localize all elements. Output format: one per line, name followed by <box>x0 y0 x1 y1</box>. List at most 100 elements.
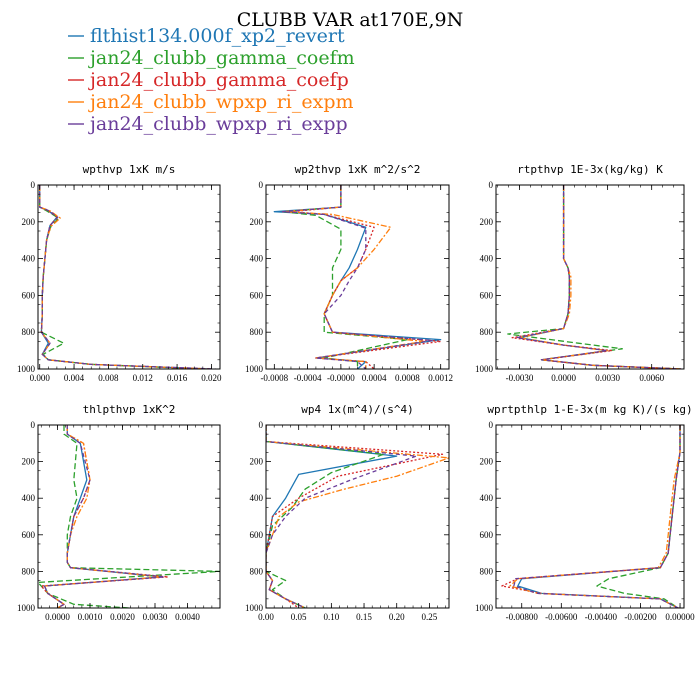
series-line <box>39 185 212 369</box>
plot-frame <box>495 424 685 609</box>
legend-entry: jan24_clubb_gamma_coefp <box>88 69 349 91</box>
y-tick-label: 0 <box>31 180 36 190</box>
y-tick-label: 600 <box>250 290 264 300</box>
x-tick-label: -0.00600 <box>545 612 578 622</box>
y-tick-label: 600 <box>22 530 36 540</box>
y-tick-label: 400 <box>22 254 36 264</box>
x-tick-label: 0.20 <box>389 612 405 622</box>
x-tick-label: 0.016 <box>167 373 188 383</box>
x-tick-label: 0.00 <box>258 612 274 622</box>
plot-frame <box>37 184 221 370</box>
panel-title: thlpthvp 1xK^2 <box>83 403 176 416</box>
series-line <box>266 425 385 608</box>
y-tick-label: 1000 <box>475 364 494 374</box>
x-tick-label: 0.0012 <box>428 373 453 383</box>
y-tick-label: 0 <box>259 420 264 430</box>
x-tick-label: 0.0020 <box>110 612 135 622</box>
y-tick-label: 600 <box>22 290 36 300</box>
x-tick-label: 0.0030 <box>595 373 620 383</box>
y-tick-label: 600 <box>480 290 494 300</box>
legend-entry: jan24_clubb_wpxp_ri_expp <box>88 113 348 135</box>
series-line <box>281 185 425 369</box>
x-tick-label: 0.0040 <box>175 612 200 622</box>
x-tick-label: -0.00400 <box>585 612 618 622</box>
y-tick-label: 800 <box>250 566 264 576</box>
series-line <box>515 185 682 369</box>
figure-title: CLUBB VAR at170E,9N <box>237 9 463 31</box>
y-tick-label: 0 <box>259 180 264 190</box>
y-tick-label: 400 <box>250 254 264 264</box>
series-line <box>38 425 220 608</box>
panel-title: wp2thvp 1xK m^2/s^2 <box>295 163 421 176</box>
y-tick-label: 1000 <box>17 603 36 613</box>
x-tick-label: 0.0000 <box>45 612 70 622</box>
series-line <box>39 185 203 369</box>
panel-title: wp4 1x(m^4)/(s^4) <box>301 403 414 416</box>
series-line <box>501 425 681 608</box>
panel-title: wpthvp 1xK m/s <box>83 163 176 176</box>
series-line <box>39 185 216 369</box>
y-tick-label: 1000 <box>245 603 264 613</box>
y-tick-label: 400 <box>480 254 494 264</box>
series-line <box>43 425 166 608</box>
chart-panel: thlpthvp 1xK^2 0.0000 0.0010 0.0020 0.0030 0.… <box>17 403 221 622</box>
y-tick-label: 1000 <box>17 364 36 374</box>
y-tick-label: 800 <box>250 327 264 337</box>
x-tick-label: 0.0030 <box>143 612 168 622</box>
x-tick-label: -0.00200 <box>624 612 657 622</box>
series-line <box>513 425 681 608</box>
x-tick-label: 0.0010 <box>78 612 103 622</box>
y-tick-label: 200 <box>480 457 494 467</box>
x-tick-label: 0.0000 <box>551 373 576 383</box>
series-line <box>518 185 682 369</box>
x-tick-label: -0.0008 <box>260 373 288 383</box>
y-tick-label: 600 <box>250 530 264 540</box>
legend: flthist134.000f_xp2_revertjan24_clubb_ga… <box>68 25 355 135</box>
series-line <box>266 425 444 608</box>
y-tick-label: 800 <box>480 327 494 337</box>
series-line <box>517 425 681 608</box>
x-tick-label: 0.25 <box>422 612 438 622</box>
panel-title: rtpthvp 1E-3x(kg/kg) K <box>517 163 663 176</box>
x-tick-label: 0.012 <box>133 373 153 383</box>
y-tick-label: 400 <box>480 493 494 503</box>
chart-panel: rtpthvp 1E-3x(kg/kg) K -0.0030 0.0000 0.003… <box>475 163 685 383</box>
x-tick-label: 0.0060 <box>639 373 664 383</box>
y-tick-label: 0 <box>489 180 494 190</box>
y-tick-label: 800 <box>480 566 494 576</box>
y-tick-label: 800 <box>22 327 36 337</box>
x-tick-label: 0.004 <box>64 373 85 383</box>
y-tick-label: 600 <box>480 530 494 540</box>
series-line <box>290 185 442 369</box>
series-line <box>39 185 212 369</box>
panels: wpthvp 1xK m/s0.000 0.004 0.008 0.012 0.016 0… <box>17 163 695 622</box>
y-tick-label: 200 <box>250 457 264 467</box>
legend-entry: jan24_clubb_wpxp_ri_expm <box>88 91 354 113</box>
y-tick-label: 400 <box>22 493 36 503</box>
legend-entry: jan24_clubb_gamma_coefm <box>88 47 355 69</box>
y-tick-label: 200 <box>22 457 36 467</box>
chart-panel: wpthvp 1xK m/s 0.000 0.004 0.008 0.012 0.016 0… <box>17 163 222 383</box>
y-tick-label: 1000 <box>475 603 494 613</box>
series-line <box>266 425 417 608</box>
series-line <box>507 185 682 369</box>
chart-panel: wp2thvp 1xK m^2/s^2 -0.0008 -0.0004 -0.0000… <box>245 163 453 383</box>
plot-frame <box>265 424 450 609</box>
series-line <box>509 425 681 608</box>
chart-panel: wprtpthlp 1-E-3x(m kg K)/(s kg)-0.00800-… <box>475 403 695 622</box>
y-tick-label: 200 <box>250 217 264 227</box>
y-tick-label: 800 <box>22 566 36 576</box>
x-tick-label: 0.0008 <box>395 373 420 383</box>
x-tick-label: 0.0004 <box>362 373 387 383</box>
x-tick-label: 0.000 <box>30 373 51 383</box>
legend-entry: flthist134.000f_xp2_revert <box>90 25 345 47</box>
y-tick-label: 1000 <box>245 364 264 374</box>
y-tick-label: 200 <box>22 217 36 227</box>
x-tick-label: -0.0004 <box>294 373 322 383</box>
chart-panel: wp4 1x(m^4)/(s^4) 0.00 0.05 0.10 0.15 0.20 0.2… <box>245 403 450 622</box>
y-tick-label: 0 <box>489 420 494 430</box>
x-tick-label: -0.0000 <box>327 373 355 383</box>
x-tick-label: 0.05 <box>291 612 307 622</box>
x-tick-label: 0.020 <box>201 373 222 383</box>
